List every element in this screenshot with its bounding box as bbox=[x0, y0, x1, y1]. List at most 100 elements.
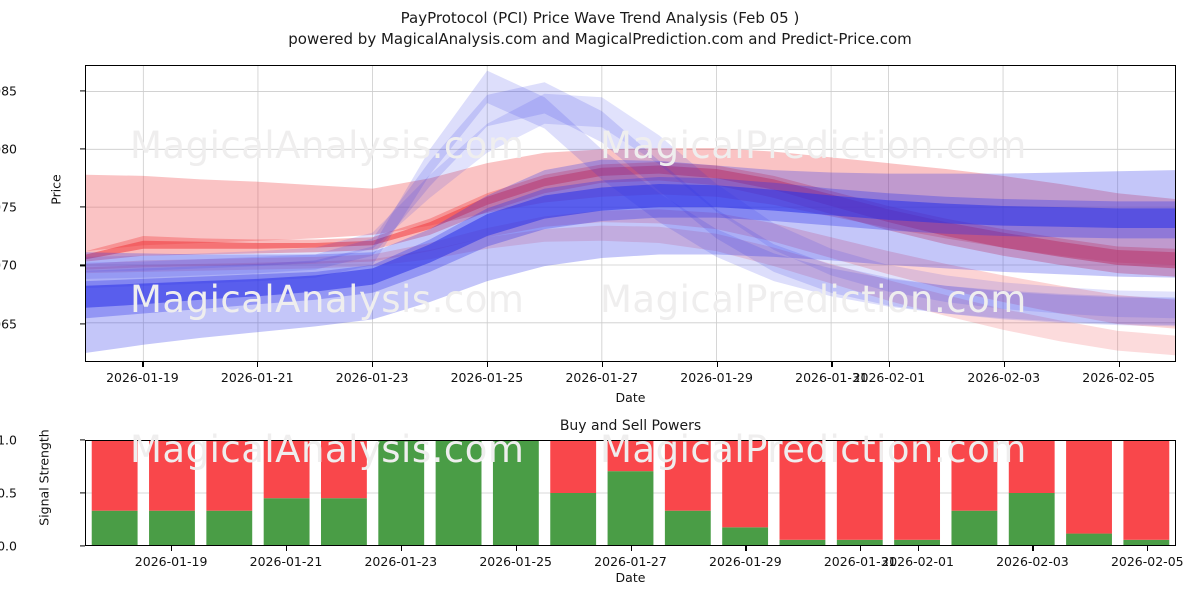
price-axis-label: Price bbox=[48, 174, 64, 205]
signal-xtick-mark bbox=[745, 546, 747, 551]
signal-date-axis-label: Date bbox=[615, 570, 646, 585]
signal-bar-group[interactable] bbox=[1008, 441, 1055, 545]
buy-power-bar[interactable] bbox=[320, 498, 367, 545]
signal-bar-group[interactable] bbox=[149, 441, 195, 545]
buy-power-bar[interactable] bbox=[492, 441, 539, 545]
sell-power-bar[interactable] bbox=[607, 441, 654, 472]
price-xtick-label: 2026-02-05 bbox=[1082, 370, 1155, 385]
signal-chart-title: Buy and Sell Powers bbox=[559, 418, 702, 434]
signal-bar-group[interactable] bbox=[836, 441, 883, 545]
signal-bar-group[interactable] bbox=[206, 441, 253, 545]
buy-power-bar[interactable] bbox=[836, 539, 883, 545]
signal-ytick-mark bbox=[80, 545, 85, 547]
page-title: PayProtocol (PCI) Price Wave Trend Analy… bbox=[400, 9, 800, 27]
sell-power-bar[interactable] bbox=[206, 441, 253, 511]
price-ytick-label: 0.070 bbox=[0, 257, 17, 273]
sell-power-bar[interactable] bbox=[91, 441, 138, 511]
price-xtick-mark bbox=[486, 362, 489, 367]
signal-xtick-mark bbox=[285, 546, 288, 551]
signal-xtick-label: 2026-02-03 bbox=[996, 554, 1069, 569]
price-xtick-mark bbox=[831, 362, 833, 367]
price-xtick-label: 2026-01-25 bbox=[450, 370, 524, 385]
sell-power-bar[interactable] bbox=[263, 441, 310, 499]
signal-xtick-mark bbox=[171, 546, 173, 551]
buy-power-bar[interactable] bbox=[951, 510, 998, 545]
price-xtick-label: 2026-01-31 bbox=[795, 370, 868, 385]
buy-power-bar[interactable] bbox=[722, 527, 769, 545]
signal-ytick-label: 0.5 bbox=[0, 485, 17, 501]
signal-chart-plot-area bbox=[85, 440, 1176, 546]
buy-power-bar[interactable] bbox=[378, 441, 425, 545]
signal-bar-group[interactable] bbox=[779, 441, 826, 545]
price-xtick-mark bbox=[142, 362, 144, 367]
signal-bar-group[interactable] bbox=[1066, 441, 1112, 545]
price-band-buy-peak-wave-2 bbox=[86, 82, 1175, 327]
buy-power-bar[interactable] bbox=[894, 539, 941, 545]
signal-bar-group[interactable] bbox=[263, 441, 310, 545]
sell-power-bar[interactable] bbox=[951, 441, 998, 511]
buy-power-bar[interactable] bbox=[1008, 493, 1055, 545]
signal-bar-group[interactable] bbox=[320, 441, 367, 545]
signal-xtick-label: 2026-01-23 bbox=[364, 554, 438, 569]
price-band-buy-peak-wave-3 bbox=[86, 93, 1175, 319]
page-subtitle: powered by MagicalAnalysis.com and Magic… bbox=[288, 30, 912, 48]
signal-bar-group[interactable] bbox=[492, 441, 539, 545]
signal-xtick-label: 2026-02-01 bbox=[881, 554, 954, 569]
signal-bar-group[interactable] bbox=[607, 441, 654, 545]
buy-power-bar[interactable] bbox=[1066, 533, 1112, 545]
signal-bar-group[interactable] bbox=[951, 441, 998, 545]
signal-xtick-label: 2026-02-05 bbox=[1110, 554, 1184, 569]
buy-power-bar[interactable] bbox=[149, 510, 195, 545]
price-ytick-mark bbox=[80, 322, 85, 325]
buy-power-bar[interactable] bbox=[607, 471, 654, 545]
buy-power-bar[interactable] bbox=[779, 539, 826, 545]
signal-bar-group[interactable] bbox=[894, 441, 941, 545]
sell-power-bar[interactable] bbox=[149, 441, 195, 511]
sell-power-bar[interactable] bbox=[1008, 441, 1055, 493]
price-ytick-mark bbox=[80, 148, 85, 150]
sell-power-bar[interactable] bbox=[1123, 441, 1170, 540]
signal-xtick-label: 2026-01-29 bbox=[709, 554, 782, 569]
buy-power-bar[interactable] bbox=[206, 510, 253, 545]
sell-power-bar[interactable] bbox=[722, 441, 769, 528]
signal-ytick-label: 1.0 bbox=[0, 432, 17, 448]
signal-axis-label: Signal Strength bbox=[36, 429, 52, 526]
sell-power-bar[interactable] bbox=[836, 441, 883, 540]
price-ytick-mark bbox=[80, 264, 85, 266]
price-xtick-label: 2026-01-29 bbox=[680, 370, 753, 385]
signal-bar-group[interactable] bbox=[722, 441, 769, 545]
price-ytick-mark bbox=[80, 206, 85, 208]
price-date-axis-label: Date bbox=[615, 390, 646, 405]
signal-bar-group[interactable] bbox=[1123, 441, 1170, 545]
sell-power-bar[interactable] bbox=[1066, 441, 1112, 534]
buy-power-bar[interactable] bbox=[550, 493, 597, 545]
signal-xtick-label: 2026-01-31 bbox=[823, 554, 897, 569]
signal-xtick-mark bbox=[630, 546, 632, 551]
sell-power-bar[interactable] bbox=[779, 441, 826, 540]
signal-bar-group[interactable] bbox=[664, 441, 711, 545]
price-xtick-label: 2026-01-21 bbox=[220, 370, 294, 385]
signal-bar-group[interactable] bbox=[435, 441, 482, 545]
price-xtick-label: 2026-02-03 bbox=[967, 370, 1041, 385]
buy-power-bar[interactable] bbox=[1123, 539, 1170, 545]
sell-power-bar[interactable] bbox=[664, 441, 711, 511]
price-band-sell-band-tail-1 bbox=[86, 209, 1175, 329]
signal-bar-group[interactable] bbox=[91, 441, 138, 545]
price-xtick-label: 2026-01-23 bbox=[335, 370, 409, 385]
price-xtick-mark bbox=[888, 362, 891, 367]
sell-power-bar[interactable] bbox=[320, 441, 367, 499]
buy-power-bar[interactable] bbox=[91, 510, 138, 545]
price-xtick-mark bbox=[1003, 362, 1005, 367]
buy-power-bar[interactable] bbox=[664, 510, 711, 545]
signal-bar-group[interactable] bbox=[378, 441, 425, 545]
signal-xtick-mark bbox=[400, 546, 402, 551]
buy-power-bar[interactable] bbox=[435, 441, 482, 545]
sell-power-bar[interactable] bbox=[550, 441, 597, 493]
signal-bar-group[interactable] bbox=[550, 441, 597, 545]
price-xtick-mark bbox=[1118, 362, 1120, 367]
sell-power-bar[interactable] bbox=[894, 441, 941, 540]
signal-xtick-label: 2026-01-21 bbox=[249, 554, 323, 569]
buy-power-bar[interactable] bbox=[263, 498, 310, 545]
price-xtick-mark bbox=[257, 362, 259, 367]
